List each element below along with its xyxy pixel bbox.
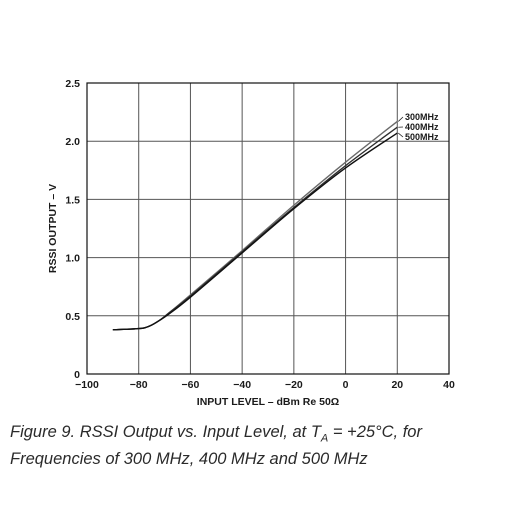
figure-caption: Figure 9. RSSI Output vs. Input Level, a… (10, 422, 515, 470)
x-tick-label: 0 (343, 379, 349, 391)
y-tick-label: 2.5 (65, 78, 80, 90)
legend-leader (398, 116, 404, 122)
y-tick-label: 0 (74, 369, 80, 381)
caption-prefix: Figure 9. RSSI Output vs. Input Level, a… (10, 423, 321, 441)
x-tick-label: −40 (233, 379, 251, 391)
series-line-300mhz (112, 120, 398, 331)
legend-label: 300MHz (405, 112, 439, 122)
caption-suffix: = +25°C, for Frequencies of 300 MHz, 400… (10, 423, 422, 469)
x-tick-label: −20 (285, 379, 303, 391)
y-axis-title: RSSI OUTPUT – V (47, 184, 59, 273)
legend-label: 500MHz (405, 132, 439, 142)
caption-subscript: A (320, 432, 329, 445)
chart-grid (87, 83, 449, 374)
x-axis-title: INPUT LEVEL – dBm Re 50Ω (197, 396, 339, 408)
x-tick-label: −80 (130, 379, 148, 391)
x-tick-label: 20 (391, 379, 403, 391)
y-tick-label: 2.0 (65, 136, 80, 148)
tick-labels: −100 −80 −60 −40 −20 0 20 40 0 0.5 1.0 1.5 2.0 2.5 (65, 78, 455, 391)
x-tick-label: 40 (443, 379, 455, 391)
rssi-chart: −100 −80 −60 −40 −20 0 20 40 0 0.5 1.0 1.5 2.0 2.5 30… (47, 78, 455, 408)
legend-leader (398, 132, 404, 138)
x-tick-label: −60 (182, 379, 200, 391)
y-tick-label: 1.5 (65, 194, 80, 206)
y-tick-label: 1.0 (65, 253, 80, 265)
legend-label: 400MHz (405, 122, 439, 132)
series-line-400mhz (112, 126, 398, 331)
data-series (112, 120, 398, 331)
series-line-500mhz (112, 132, 398, 331)
plot-area-frame (86, 82, 450, 375)
y-tick-label: 0.5 (65, 311, 80, 323)
x-tick-label: −100 (75, 379, 99, 391)
